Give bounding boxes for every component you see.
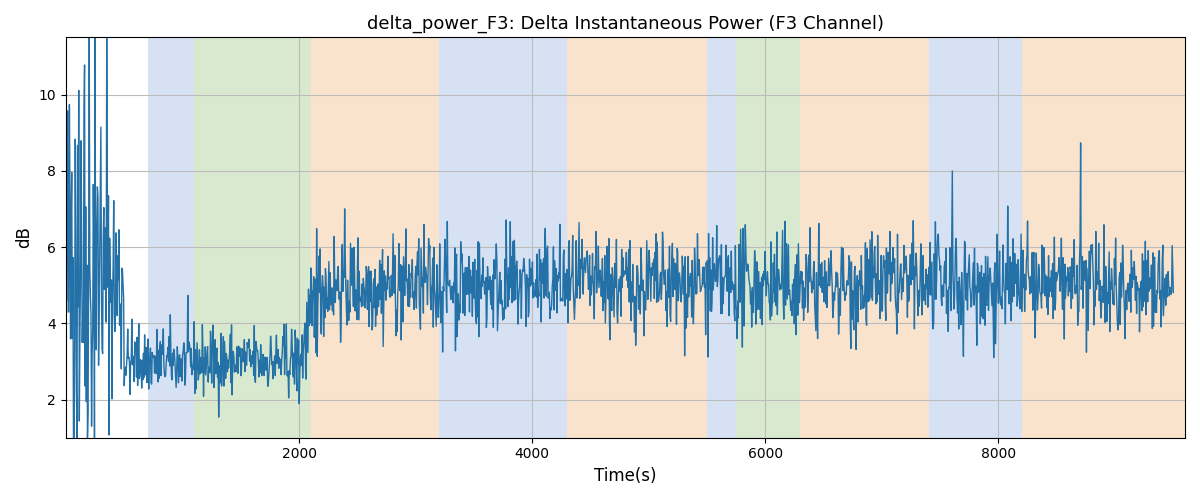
Bar [736, 38, 800, 438]
Bar [1021, 38, 1186, 438]
Bar [707, 38, 736, 438]
Bar [800, 38, 929, 438]
Bar [439, 38, 568, 438]
Bar [194, 38, 311, 438]
Title: delta_power_F3: Delta Instantaneous Power (F3 Channel): delta_power_F3: Delta Instantaneous Powe… [367, 15, 884, 34]
Bar [929, 38, 1021, 438]
Bar [311, 38, 439, 438]
Bar [148, 38, 194, 438]
X-axis label: Time(s): Time(s) [594, 467, 656, 485]
Y-axis label: dB: dB [16, 226, 34, 248]
Bar [568, 38, 707, 438]
